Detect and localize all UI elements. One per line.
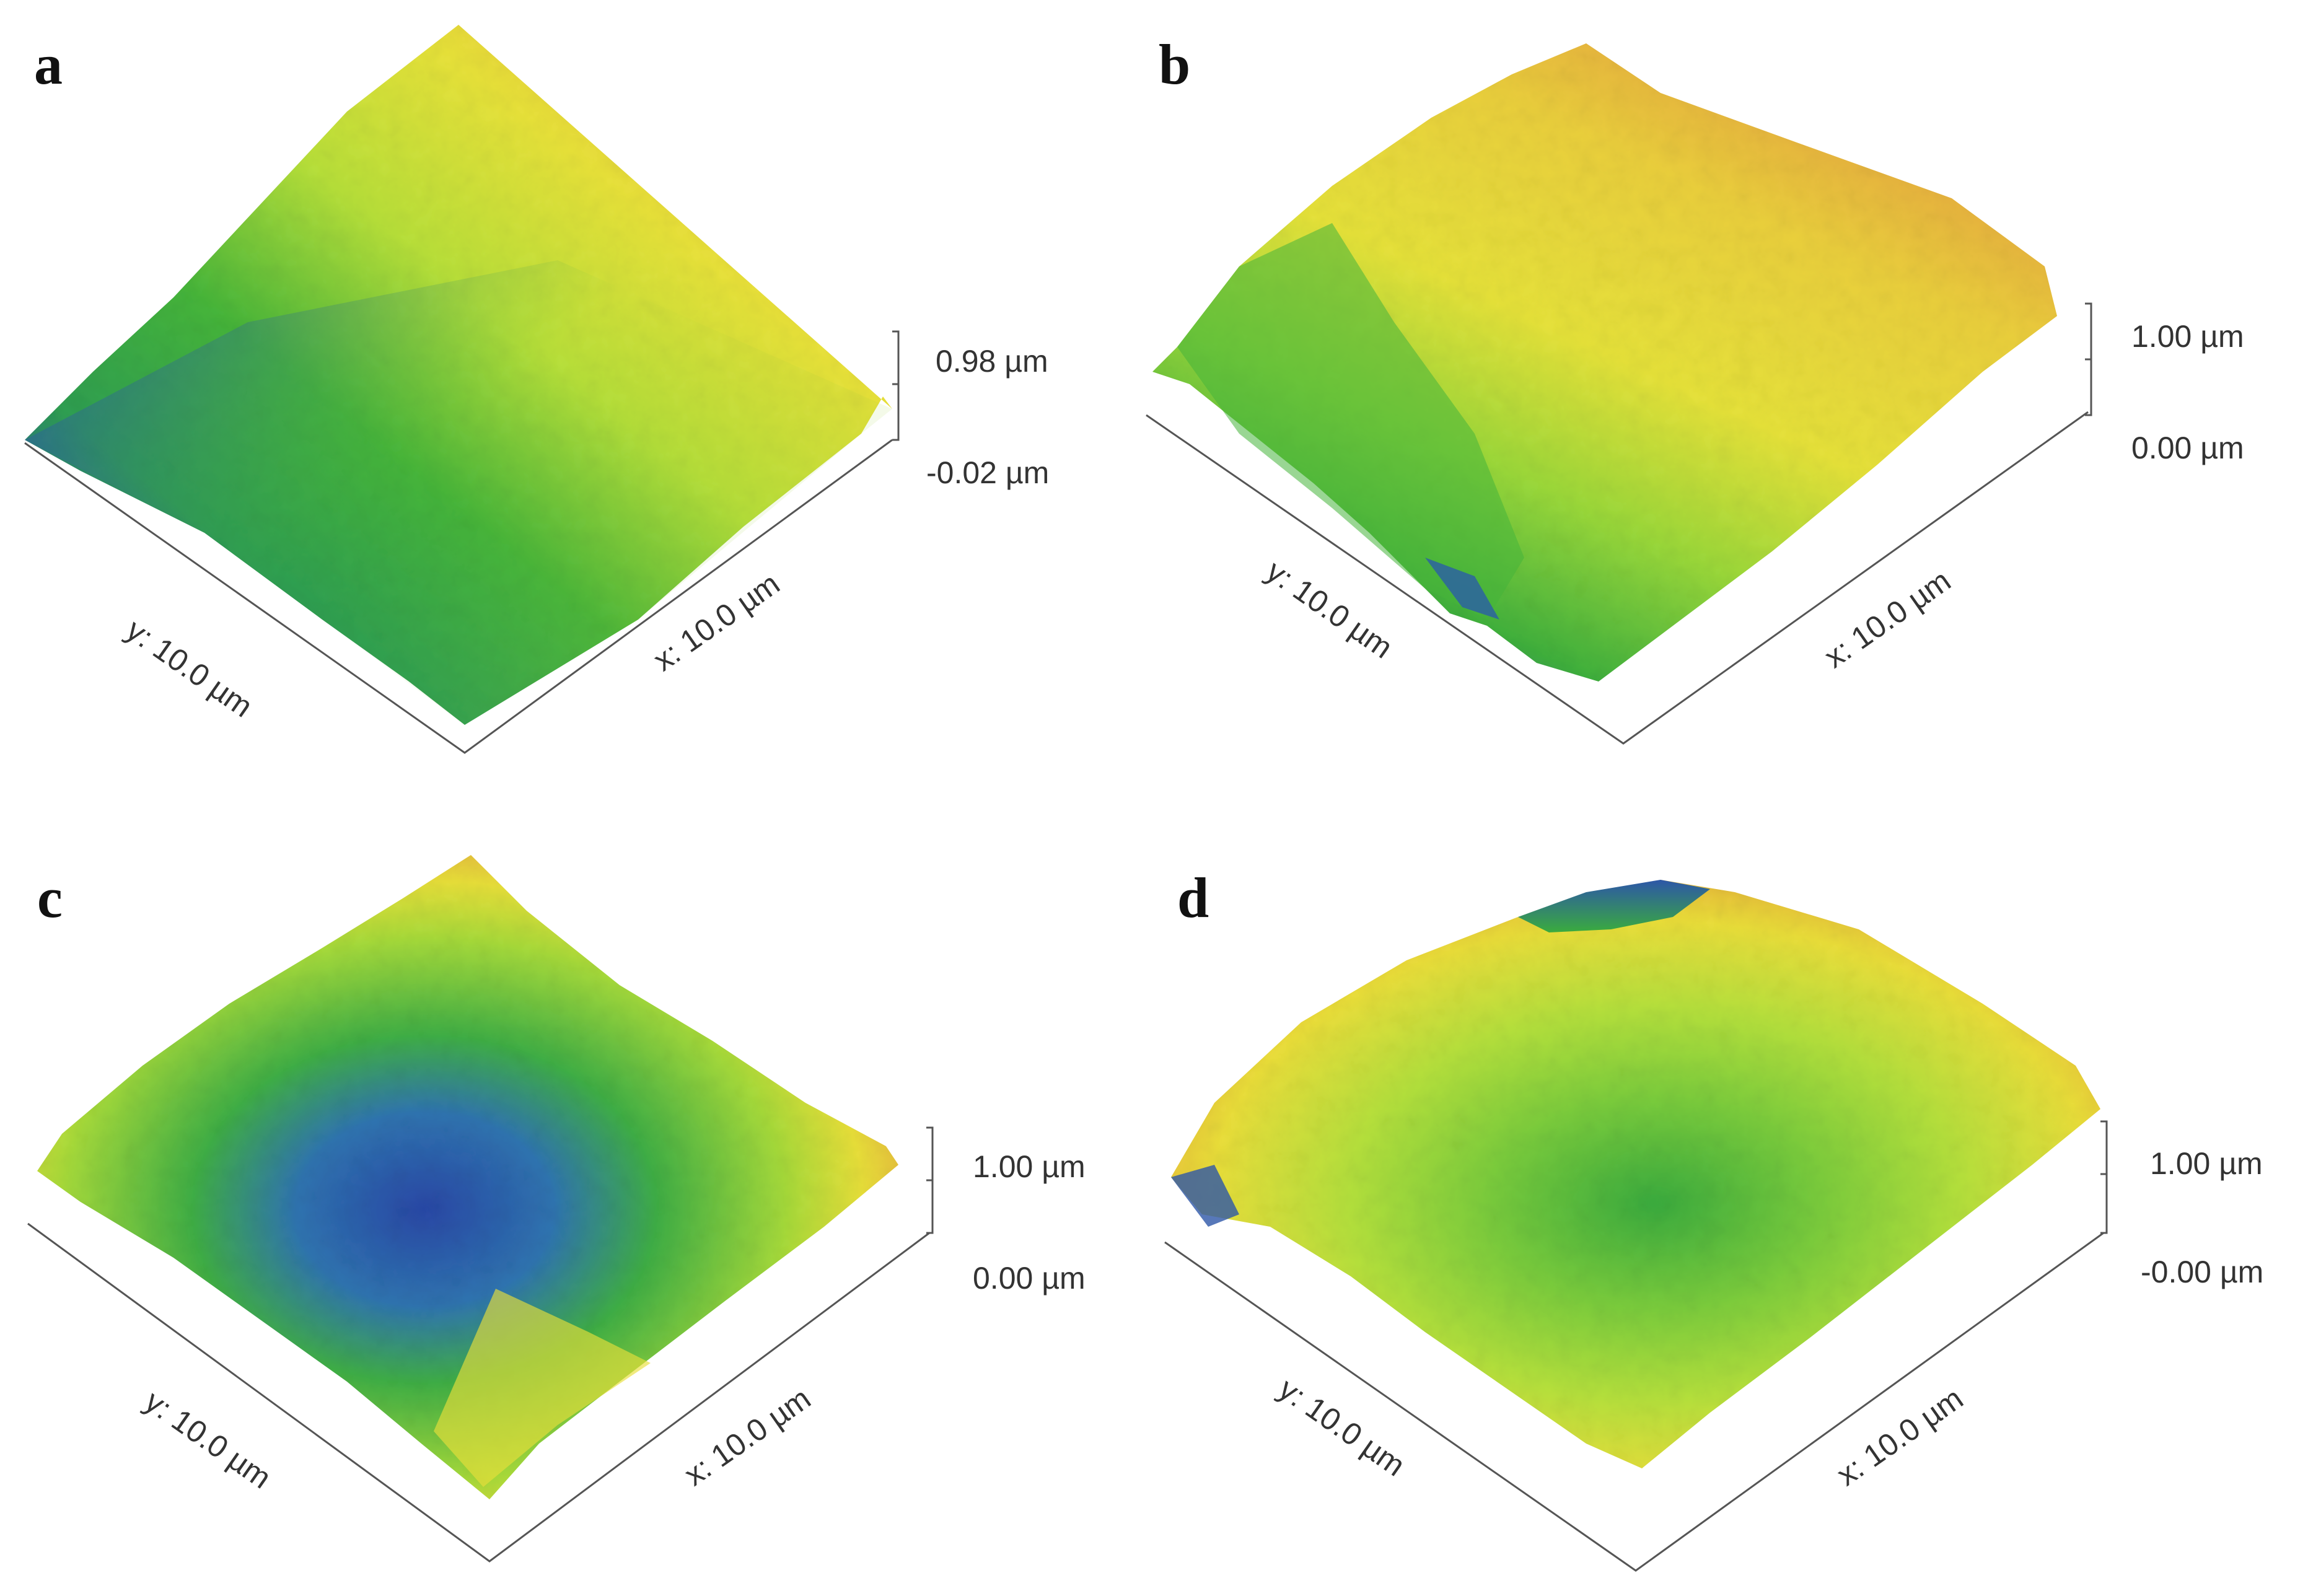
z-min-label-c: 0.00 µm (973, 1261, 1086, 1296)
z-min-label-d: -0.00 µm (2141, 1255, 2263, 1289)
y-axis-label-c: y: 10.0 µm (139, 1383, 278, 1495)
surface-d (1171, 880, 2100, 1468)
deep-pit-b (1425, 558, 1499, 620)
z-scale-bar-d (2100, 1120, 2108, 1234)
z-max-label-b: 1.00 µm (2131, 319, 2244, 354)
z-min-label-b: 0.00 µm (2131, 431, 2244, 465)
corner-dip-d (1171, 1165, 1239, 1227)
base-edges-d (1164, 1232, 2104, 1572)
y-axis-label-a: y: 10.0 µm (120, 612, 259, 724)
z-min-label-a: -0.02 µm (926, 455, 1049, 490)
afm-surface-b (1152, 43, 2057, 682)
panel-label-d: d (1177, 866, 1209, 929)
panel-b: b 1.00 µm 0.00 µm y: 10.0 µm x: 10.0 µm (1146, 33, 2244, 745)
z-scale-bar-c (926, 1126, 934, 1234)
top-edge-region-d (1518, 880, 1710, 932)
base-edges-a (24, 439, 893, 754)
base-edges-b (1146, 411, 2089, 745)
x-axis-label-c: x: 10.0 µm (678, 1381, 817, 1493)
x-axis-label-b: x: 10.0 µm (1818, 563, 1957, 675)
panel-label-b: b (1159, 33, 1190, 96)
panel-label-a: a (34, 33, 63, 96)
z-scale-bar-b (2085, 302, 2092, 416)
z-max-label-a: 0.98 µm (936, 344, 1048, 379)
x-axis-label-d: x: 10.0 µm (1830, 1381, 1969, 1493)
valley-region-b (1177, 223, 1524, 620)
afm-surface-a (25, 25, 892, 725)
panel-d: d 1.00 µm -0.00 µm y: 10.0 µm x: 10.0 µm (1164, 866, 2263, 1572)
z-max-label-d: 1.00 µm (2150, 1146, 2263, 1181)
z-max-label-c: 1.00 µm (973, 1149, 1086, 1184)
panel-c: c 1.00 µm 0.00 µm y: 10.0 µm x: 10.0 µm (27, 855, 1086, 1563)
base-edges-c (27, 1222, 930, 1563)
panel-a: a 0.98 µm -0.02 µm y: 10.0 µm x: 10.0 µm (24, 25, 1049, 754)
panel-label-c: c (37, 866, 63, 929)
y-axis-label-b: y: 10.0 µm (1260, 553, 1399, 665)
surface-c (37, 855, 898, 1499)
shading-a (25, 260, 892, 725)
afm-surface-c (37, 855, 898, 1499)
y-axis-label-d: y: 10.0 µm (1273, 1371, 1411, 1483)
z-scale-bar-a (892, 330, 900, 441)
afm-surface-d (1171, 880, 2100, 1468)
ridge-region-c (434, 1289, 651, 1487)
